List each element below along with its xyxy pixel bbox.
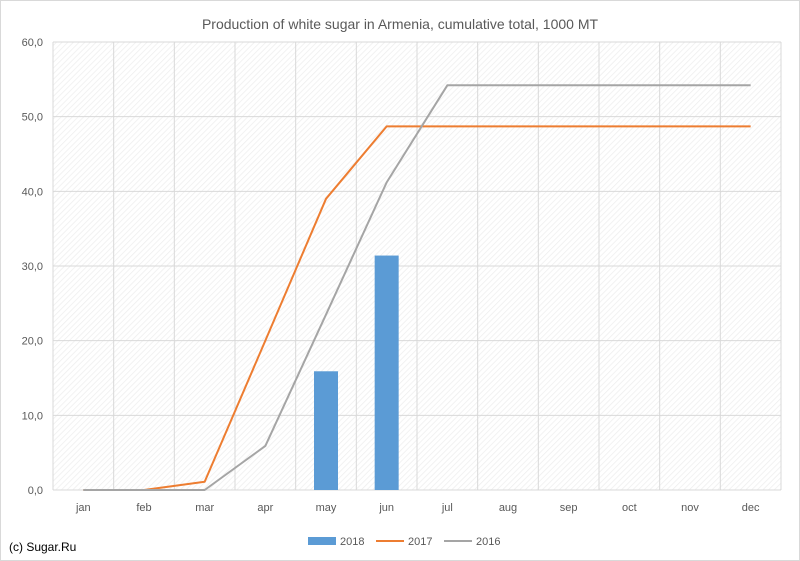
legend-label-2018: 2018 xyxy=(340,536,364,548)
y-tick-label: 50,0 xyxy=(22,112,43,124)
x-tick-label: jul xyxy=(441,502,453,514)
bar-series xyxy=(314,255,399,490)
legend-label-2017: 2017 xyxy=(408,536,432,548)
y-tick-label: 30,0 xyxy=(22,261,43,273)
x-tick-label: may xyxy=(316,502,337,514)
y-axis: 0,0 10,0 20,0 30,0 40,0 50,0 60,0 xyxy=(22,37,43,497)
line-2017 xyxy=(83,125,751,491)
x-tick-label: aug xyxy=(499,502,517,514)
gridlines xyxy=(52,41,782,491)
x-tick-label: mar xyxy=(195,502,214,514)
x-tick-label: nov xyxy=(681,502,699,514)
x-tick-label: jun xyxy=(378,502,394,514)
x-tick-label: apr xyxy=(257,502,273,514)
y-tick-label: 10,0 xyxy=(22,410,43,422)
line-2016 xyxy=(83,84,751,491)
x-tick-label: dec xyxy=(742,502,760,514)
y-tick-label: 20,0 xyxy=(22,336,43,348)
y-tick-label: 0,0 xyxy=(28,485,43,497)
x-axis: jan feb mar apr may jun jul aug sep oct nov dec xyxy=(75,502,760,514)
bar-2018-may xyxy=(314,371,338,490)
legend-swatch-2018 xyxy=(308,537,336,545)
legend: 2018 2017 2016 xyxy=(308,536,500,548)
x-tick-label: oct xyxy=(622,502,637,514)
y-tick-label: 60,0 xyxy=(22,37,43,49)
y-tick-label: 40,0 xyxy=(22,186,43,198)
x-tick-label: sep xyxy=(560,502,578,514)
legend-label-2016: 2016 xyxy=(476,536,500,548)
x-tick-label: jan xyxy=(75,502,91,514)
chart-title: Production of white sugar in Armenia, cu… xyxy=(202,16,599,32)
line-series xyxy=(83,84,751,491)
copyright-text: (c) Sugar.Ru xyxy=(9,540,77,554)
bar-2018-jun xyxy=(374,255,399,490)
x-tick-label: feb xyxy=(136,502,151,514)
